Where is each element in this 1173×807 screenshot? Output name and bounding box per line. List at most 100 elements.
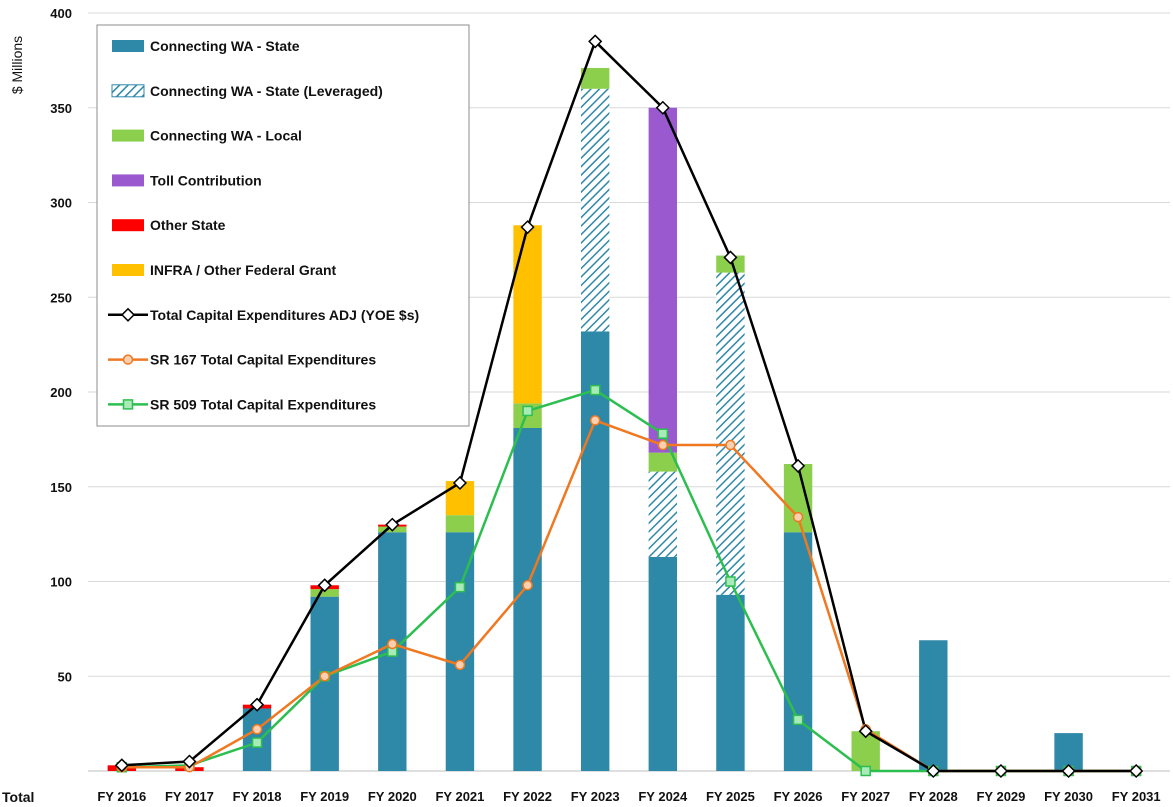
bars [107,67,1083,771]
legend: Connecting WA - State Connecting WA - Sta… [96,24,470,427]
legend-box [96,24,470,427]
bar-connecting-wa-local-fy-2024 [648,452,678,472]
bar-connecting-wa-state-fy-2028 [919,640,948,771]
legend-swatch-connecting-wa-state-leveraged [111,84,145,98]
legend-label-sr-509-total-capital-expenditures: SR 509 Total Capital Expenditures [150,396,376,412]
bar-toll-contribution-fy-2024 [648,107,678,453]
legend-marker-sr-167-total-capital-expenditures [122,354,134,365]
point-sr-509-total-capital-expenditures-fy-2024 [657,428,669,439]
x-tick-label: FY 2022 [503,789,552,804]
y-tick-label: 50 [58,669,72,684]
line-sr-167-total-capital-expenditures [121,419,1137,773]
x-tick-label: FY 2021 [435,789,484,804]
point-total-capital-expenditures-adj-yoe-s-fy-2023 [588,34,603,49]
x-tick-label: FY 2019 [300,789,349,804]
point-sr-509-total-capital-expenditures-fy-2018 [251,737,263,748]
x-tick-label: FY 2020 [368,789,417,804]
legend-label-toll-contribution: Toll Contribution [150,172,262,188]
bar-connecting-wa-state-fy-2026 [783,532,813,771]
point-total-capital-expenditures-adj-yoe-s-fy-2028 [926,763,941,779]
x-tick-label: FY 2016 [97,789,146,804]
bar-connecting-wa-state-fy-2022 [513,428,542,771]
y-tick-label: 350 [50,101,72,116]
point-sr-167-total-capital-expenditures-fy-2024 [657,439,669,451]
point-total-capital-expenditures-adj-yoe-s-fy-2026 [791,458,806,473]
point-sr-167-total-capital-expenditures-fy-2018 [251,724,263,735]
point-sr-167-total-capital-expenditures-fy-2020 [387,638,398,650]
point-total-capital-expenditures-adj-yoe-s-fy-2020 [385,517,400,532]
bar-infra-other-federal-grant-fy-2022 [513,225,542,404]
legend-marker-sr-509-total-capital-expenditures [122,399,134,410]
x-tick-label: FY 2027 [841,789,890,804]
point-total-capital-expenditures-adj-yoe-s-fy-2027 [858,724,873,739]
y-tick-label: 300 [50,196,72,211]
bar-connecting-wa-local-fy-2021 [445,515,475,533]
x-tick-label: FY 2030 [1044,789,1093,804]
point-total-capital-expenditures-adj-yoe-s-fy-2031 [1129,763,1144,779]
point-total-capital-expenditures-adj-yoe-s-fy-2021 [452,475,467,491]
point-total-capital-expenditures-adj-yoe-s-fy-2024 [655,100,670,115]
point-total-capital-expenditures-adj-yoe-s-fy-2019 [317,578,332,593]
bar-connecting-wa-state-leveraged-fy-2024 [648,471,678,557]
x-tick-label: FY 2017 [165,789,214,804]
point-sr-167-total-capital-expenditures-fy-2026 [792,511,804,523]
point-sr-167-total-capital-expenditures-fy-2019 [319,671,330,682]
x-axis-total-label: Total [2,789,34,805]
line-total-capital-expenditures-adj-yoe-s [121,40,1137,773]
point-total-capital-expenditures-adj-yoe-s-fy-2017 [182,754,197,769]
point-sr-509-total-capital-expenditures-fy-2027 [860,765,871,777]
y-tick-label: 100 [50,575,72,590]
line-sr-509-total-capital-expenditures [121,388,1137,773]
x-tick-label: FY 2031 [1112,789,1161,804]
bar-connecting-wa-state-fy-2023 [580,331,610,771]
point-sr-509-total-capital-expenditures-fy-2026 [792,714,804,726]
legend-swatch-toll-contribution [112,174,144,187]
bar-connecting-wa-state-fy-2021 [445,532,475,771]
point-total-capital-expenditures-adj-yoe-s-fy-2030 [1061,763,1076,779]
legend-swatch-other-state [112,219,144,232]
bar-connecting-wa-local-fy-2023 [580,67,610,89]
point-total-capital-expenditures-adj-yoe-s-fy-2016 [114,758,129,773]
legend-label-sr-167-total-capital-expenditures: SR 167 Total Capital Expenditures [150,352,376,368]
legend-swatch-connecting-wa-local [112,129,144,142]
x-tick-label: FY 2028 [909,789,958,804]
legend-label-connecting-wa-state: Connecting WA - State [150,38,300,54]
legend-swatch-infra-other-federal-grant [112,264,144,276]
y-tick-label: 200 [50,385,72,400]
point-sr-509-total-capital-expenditures-fy-2023 [589,384,601,396]
point-sr-167-total-capital-expenditures-fy-2025 [725,439,736,451]
x-tick-label: FY 2026 [774,789,823,804]
point-sr-167-total-capital-expenditures-fy-2022 [522,580,533,591]
x-tick-label: FY 2023 [571,789,620,804]
bar-connecting-wa-state-fy-2025 [716,594,745,771]
y-tick-label: 150 [50,480,72,495]
point-sr-509-total-capital-expenditures-fy-2021 [454,581,466,593]
axes: 50 100 150 200 250 300 350 400 FY 2016 FY 2017 FY … [50,6,1170,804]
bar-connecting-wa-local-fy-2019 [310,589,339,597]
legend-label-total-capital-expenditures-adj-yoe-s: Total Capital Expenditures ADJ (YOE $s) [150,307,419,323]
legend-marker-total-capital-expenditures-adj-yoe-s [120,307,136,322]
bar-connecting-wa-state-fy-2024 [648,556,678,771]
point-sr-509-total-capital-expenditures-fy-2022 [522,405,533,417]
point-total-capital-expenditures-adj-yoe-s-fy-2022 [520,220,535,235]
x-tick-label: FY 2024 [638,789,688,804]
y-tick-label: 400 [50,6,72,21]
point-total-capital-expenditures-adj-yoe-s-fy-2025 [723,250,738,265]
legend-label-other-state: Other State [150,217,226,233]
point-sr-509-total-capital-expenditures-fy-2025 [725,576,736,587]
point-total-capital-expenditures-adj-yoe-s-fy-2029 [993,763,1008,779]
series-lines [114,34,1144,779]
legend-label-connecting-wa-state-leveraged: Connecting WA - State (Leveraged) [150,83,383,99]
point-sr-167-total-capital-expenditures-fy-2023 [589,415,601,426]
legend-swatch-connecting-wa-state [112,40,144,52]
legend-label-infra-other-federal-grant: INFRA / Other Federal Grant [150,262,337,278]
legend-label-connecting-wa-local: Connecting WA - Local [150,128,302,144]
point-total-capital-expenditures-adj-yoe-s-fy-2018 [250,697,265,712]
x-tick-label: FY 2029 [976,789,1025,804]
y-tick-label: 250 [50,290,72,305]
bar-connecting-wa-state-leveraged-fy-2025 [716,272,745,595]
point-sr-167-total-capital-expenditures-fy-2021 [454,659,466,671]
y-axis-label: $ Millions [9,36,25,94]
bar-connecting-wa-state-leveraged-fy-2023 [580,88,610,332]
